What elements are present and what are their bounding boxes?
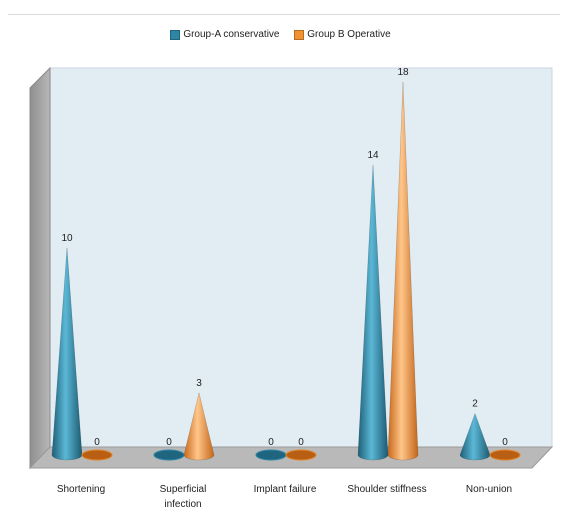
legend-label-series-b: Group B Operative xyxy=(307,29,391,40)
cone-b-1 xyxy=(183,392,215,461)
category-label-1: Superficial infection xyxy=(160,484,207,510)
chart-category-labels: Shortening Superficial infection Implant fa… xyxy=(57,484,512,510)
data-label-b-3: 18 xyxy=(397,67,409,78)
legend-label-series-a: Group-A conservative xyxy=(183,29,280,40)
data-label-b-0: 0 xyxy=(94,437,100,448)
cone-b-0 xyxy=(81,449,113,461)
data-label-b-1: 3 xyxy=(196,378,202,389)
back-wall xyxy=(49,67,553,448)
category-label-4: Non-union xyxy=(466,484,512,495)
chart-data-labels: 10 0 0 3 0 0 14 18 2 0 xyxy=(61,67,508,448)
legend-swatch-series-a xyxy=(170,29,181,40)
cone-b-2 xyxy=(285,449,317,461)
category-label-0: Shortening xyxy=(57,484,105,495)
data-label-b-2: 0 xyxy=(298,437,304,448)
legend-swatch-series-b xyxy=(294,29,305,40)
data-label-a-3: 14 xyxy=(367,150,379,161)
data-label-a-1: 0 xyxy=(166,437,172,448)
chart-frame xyxy=(8,14,560,513)
cone-a-3 xyxy=(357,164,389,461)
cone-b-3 xyxy=(387,81,419,461)
category-label-3: Shoulder stiffness xyxy=(347,484,426,495)
data-label-a-4: 2 xyxy=(472,399,478,410)
data-label-b-4: 0 xyxy=(502,437,508,448)
data-label-a-2: 0 xyxy=(268,437,274,448)
cone-a-1 xyxy=(153,449,185,461)
cone-b-4 xyxy=(489,449,521,461)
legend-item-series-a: Group-A conservative xyxy=(170,29,280,40)
category-label-2: Implant failure xyxy=(254,484,317,495)
data-label-a-0: 10 xyxy=(61,233,73,244)
chart-legend: Group-A conservative Group B Operative xyxy=(0,29,561,43)
legend-item-series-b: Group B Operative xyxy=(294,29,391,40)
side-wall xyxy=(29,66,51,470)
cone-a-2 xyxy=(255,449,287,461)
chart-series xyxy=(51,81,521,461)
